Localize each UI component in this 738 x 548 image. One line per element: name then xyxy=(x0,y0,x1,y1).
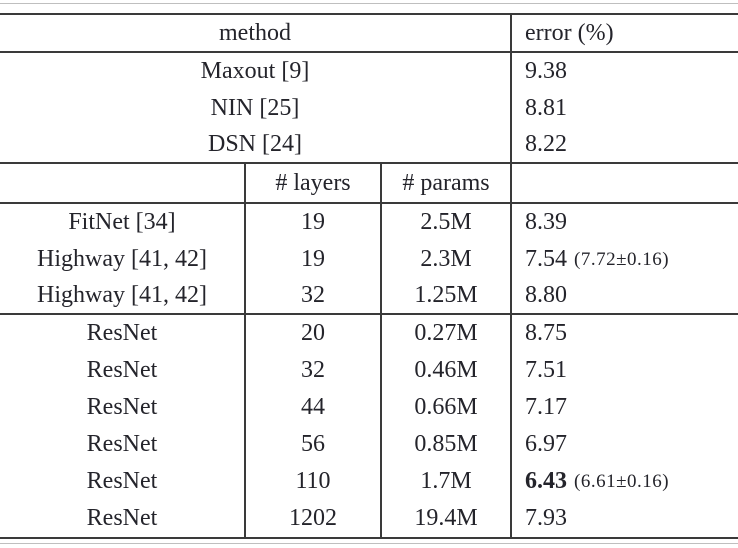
error-cell: 6.43 (6.61±0.16) xyxy=(512,463,738,500)
layers-cell: 32 xyxy=(246,352,382,389)
layers-cell: 110 xyxy=(246,463,382,500)
method-cell: FitNet [34] xyxy=(0,204,246,241)
error-value: 7.54 xyxy=(525,246,567,272)
layers-cell: 44 xyxy=(246,389,382,426)
column-header-method: method xyxy=(0,15,512,53)
error-value: 8.39 xyxy=(525,209,567,235)
method-cell: ResNet xyxy=(0,315,246,352)
error-cell: 8.22 xyxy=(512,127,738,164)
params-cell: 0.85M xyxy=(382,426,512,463)
layers-cell: 19 xyxy=(246,204,382,241)
method-cell: ResNet xyxy=(0,389,246,426)
error-value: 6.43 xyxy=(525,468,567,494)
params-cell: 2.3M xyxy=(382,241,512,278)
method-cell: ResNet xyxy=(0,500,246,537)
error-cell: 7.93 xyxy=(512,500,738,537)
method-cell: Maxout [9] xyxy=(0,53,512,90)
error-value: 6.97 xyxy=(525,431,567,457)
error-value: 8.80 xyxy=(525,282,567,308)
bottom-light-rule xyxy=(0,543,738,544)
error-cell: 8.81 xyxy=(525,95,567,121)
layers-cell: 19 xyxy=(246,241,382,278)
error-cell: 7.54 (7.72±0.16) xyxy=(512,241,738,278)
layers-cell: 1202 xyxy=(246,500,382,537)
subheader-empty-error xyxy=(512,164,738,204)
error-cell: 7.51 xyxy=(512,352,738,389)
method-cell: Highway [41, 42] xyxy=(0,241,246,278)
params-cell: 0.46M xyxy=(382,352,512,389)
layers-cell: 32 xyxy=(246,278,382,315)
error-stddev-note: (7.72±0.16) xyxy=(574,248,670,270)
params-cell: 2.5M xyxy=(382,204,512,241)
params-cell: 0.66M xyxy=(382,389,512,426)
error-value: 8.75 xyxy=(525,320,567,346)
method-cell: ResNet xyxy=(0,352,246,389)
params-cell: 0.27M xyxy=(382,315,512,352)
column-header-layers: # layers xyxy=(246,164,382,204)
column-header-error: error (%) xyxy=(512,15,738,53)
error-cell: 9.38 xyxy=(525,58,567,84)
error-cell: 8.80 xyxy=(512,278,738,315)
column-header-params: # params xyxy=(382,164,512,204)
params-cell: 1.25M xyxy=(382,278,512,315)
subheader-empty-method xyxy=(0,164,246,204)
error-stddev-note: (6.61±0.16) xyxy=(574,470,670,492)
error-value: 7.93 xyxy=(525,505,567,531)
error-cell: 8.39 xyxy=(512,204,738,241)
error-value: 7.51 xyxy=(525,357,567,383)
error-value: 7.17 xyxy=(525,394,567,420)
top-light-rule xyxy=(0,3,738,4)
method-cell: Highway [41, 42] xyxy=(0,278,246,315)
params-cell: 1.7M xyxy=(382,463,512,500)
params-cell: 19.4M xyxy=(382,500,512,537)
error-cell: 8.75 xyxy=(512,315,738,352)
method-cell: ResNet xyxy=(0,463,246,500)
method-cell: ResNet xyxy=(0,426,246,463)
method-cell: NIN [25] xyxy=(0,90,512,127)
layers-cell: 20 xyxy=(246,315,382,352)
results-table: method error (%) Maxout [9] 9.38 NIN [25… xyxy=(0,13,738,539)
error-cell: 7.17 xyxy=(512,389,738,426)
method-cell: DSN [24] xyxy=(0,127,512,164)
error-cell: 6.97 xyxy=(512,426,738,463)
layers-cell: 56 xyxy=(246,426,382,463)
